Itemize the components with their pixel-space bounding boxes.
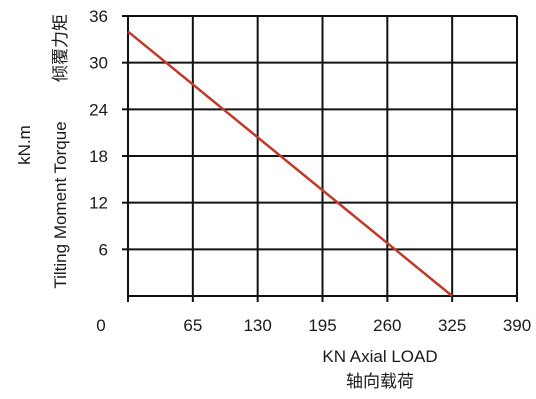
x-axis-label: KN Axial LOAD bbox=[322, 347, 437, 366]
x-tick-label: 260 bbox=[373, 316, 401, 335]
y-axis-label-cn: 倾覆力矩 bbox=[51, 14, 70, 82]
y-tick-label: 18 bbox=[89, 147, 108, 166]
x-tick-label: 390 bbox=[503, 316, 531, 335]
y-tick-label: 36 bbox=[89, 7, 108, 26]
grid bbox=[128, 15, 518, 296]
y-tick-label: 30 bbox=[89, 54, 108, 73]
x-tick-label: 195 bbox=[308, 316, 336, 335]
y-axis-unit: kN.m bbox=[15, 125, 34, 165]
series-layer bbox=[127, 30, 453, 297]
y-tick-label: 24 bbox=[89, 100, 108, 119]
x-tick-label: 325 bbox=[438, 316, 466, 335]
x-tick-label: 65 bbox=[183, 316, 202, 335]
x-tick-label: 0 bbox=[96, 316, 105, 335]
x-tick-label: 130 bbox=[243, 316, 271, 335]
y-tick-label: 6 bbox=[99, 240, 108, 259]
y-tick-labels: 6 12 18 24 30 36 bbox=[89, 7, 108, 259]
y-tick-label: 12 bbox=[89, 194, 108, 213]
x-tick-labels: 0 65 130 195 260 325 390 bbox=[96, 316, 531, 335]
y-axis-label: Tilting Moment Torque bbox=[51, 121, 70, 288]
series-line bbox=[127, 30, 453, 297]
x-axis-label-cn: 轴向载荷 bbox=[346, 372, 414, 391]
axes bbox=[122, 15, 518, 302]
